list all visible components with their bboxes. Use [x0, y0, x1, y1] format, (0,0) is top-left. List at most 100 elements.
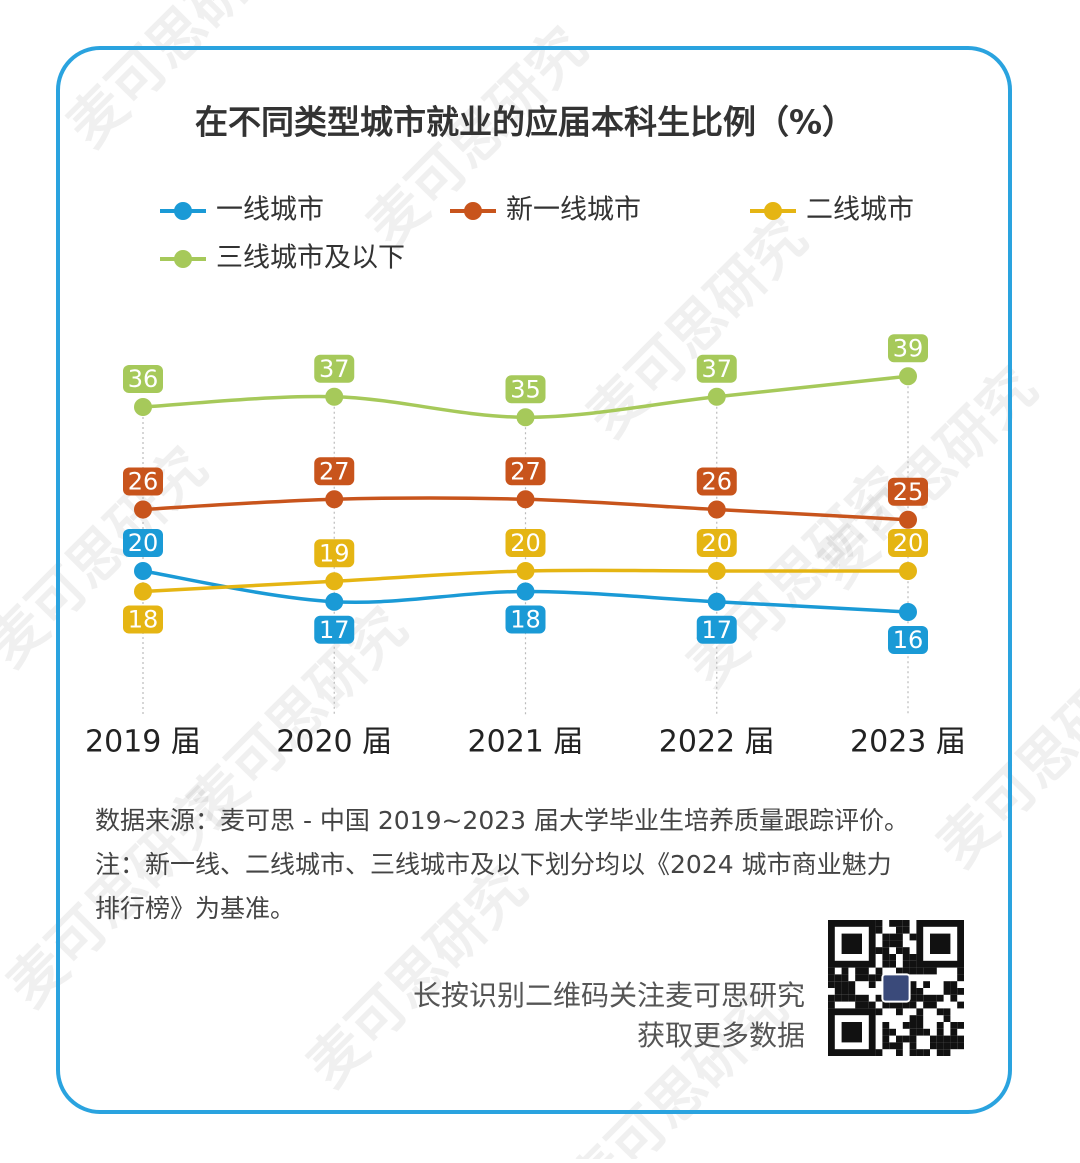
qr-cell — [902, 926, 910, 934]
qr-cell — [896, 926, 903, 934]
point — [516, 490, 535, 509]
value-label-bg — [888, 477, 928, 506]
qr-cell — [889, 920, 896, 927]
qr-cell — [841, 994, 849, 1002]
qr-cell — [943, 1008, 951, 1016]
qr-cell — [923, 967, 930, 975]
value-label-bg — [888, 529, 928, 557]
value-label: 18 — [128, 606, 159, 634]
qr-cell — [889, 1001, 896, 1009]
qr-cell — [930, 994, 937, 1002]
value-label: 37 — [319, 355, 350, 383]
qr-cell — [943, 988, 951, 995]
qr-cell — [930, 1001, 937, 1009]
qr-code — [828, 920, 964, 1056]
qr-finder — [916, 920, 964, 968]
legend-dot — [174, 250, 192, 268]
value-label-bg — [888, 626, 928, 654]
qr-cell — [882, 933, 890, 941]
qr-cell — [950, 981, 958, 988]
qr-cell — [957, 1001, 964, 1009]
legend-label: 三线城市及以下 — [216, 243, 405, 274]
qr-caption: 长按识别二维码关注麦可思研究 — [413, 979, 805, 1012]
qr-cell — [950, 988, 958, 995]
qr-cell — [902, 1001, 910, 1009]
qr-cell — [943, 1042, 951, 1050]
qr-cell — [909, 1022, 917, 1029]
qr-cell — [936, 1022, 944, 1029]
qr-cell — [957, 1035, 964, 1043]
qr-finder — [828, 1008, 876, 1056]
qr-cell — [902, 1035, 910, 1043]
qr-cell — [916, 1015, 924, 1022]
x-tick-label: 2020 届 — [276, 725, 392, 760]
qr-cell — [909, 960, 917, 968]
value-label-bg — [314, 539, 355, 568]
qr-cell — [862, 974, 869, 982]
point — [707, 387, 726, 406]
qr-cell — [875, 994, 883, 1002]
legend-label: 新一线城市 — [506, 195, 641, 226]
value-label: 16 — [893, 626, 924, 654]
qr-cell — [957, 1042, 964, 1050]
qr-cell — [902, 960, 910, 968]
qr-finder-core — [930, 933, 951, 954]
qr-cell — [868, 974, 876, 982]
point — [134, 582, 152, 601]
value-label-bg — [696, 615, 737, 644]
qr-cell — [875, 1049, 883, 1056]
point — [325, 572, 344, 591]
qr-cell — [882, 1042, 890, 1050]
point — [899, 603, 917, 621]
value-label-bg — [696, 467, 737, 496]
qr-cell — [889, 940, 896, 948]
qr-cell — [957, 1022, 964, 1029]
qr-cell — [896, 967, 903, 975]
qr-cell — [882, 960, 890, 968]
qr-cell — [909, 994, 917, 1002]
qr-cell — [950, 1022, 958, 1029]
qr-cell — [889, 1042, 896, 1050]
qr-cell — [875, 947, 883, 954]
qr-cell — [875, 920, 883, 927]
qr-cell — [882, 954, 890, 961]
qr-cell — [909, 933, 917, 941]
qr-cell — [909, 1028, 917, 1036]
qr-cell — [875, 967, 883, 975]
qr-cell — [909, 1015, 917, 1022]
qr-cell — [930, 1035, 937, 1043]
qr-cell — [841, 988, 849, 995]
value-label: 18 — [510, 606, 541, 634]
point — [707, 592, 726, 611]
qr-cell — [882, 940, 890, 948]
value-label-bg — [123, 529, 163, 557]
value-label: 39 — [893, 334, 924, 362]
qr-cell — [936, 1028, 944, 1036]
value-label: 20 — [128, 529, 159, 557]
qr-cell — [896, 1035, 903, 1043]
value-label-bg — [505, 529, 546, 557]
point — [707, 562, 726, 580]
qr-cell — [909, 988, 917, 995]
value-label-bg — [314, 457, 355, 486]
qr-cell — [923, 1001, 930, 1009]
qr-cell — [950, 1042, 958, 1050]
qr-cell — [855, 994, 862, 1002]
x-tick-label: 2019 届 — [85, 725, 201, 760]
qr-cell — [855, 967, 862, 975]
qr-cell — [936, 1042, 944, 1050]
value-label-bg — [696, 529, 737, 557]
legend-label: 二线城市 — [806, 195, 914, 226]
qr-cell — [889, 954, 896, 961]
qr-cell — [828, 974, 835, 982]
point — [134, 398, 152, 416]
qr-cell — [828, 981, 835, 988]
qr-cell — [916, 967, 924, 975]
qr-cell — [909, 967, 917, 975]
x-tick-label: 2022 届 — [659, 725, 775, 760]
qr-cell — [936, 1008, 944, 1016]
point — [134, 500, 152, 519]
qr-cell — [882, 1001, 890, 1009]
qr-cell — [862, 1001, 869, 1009]
